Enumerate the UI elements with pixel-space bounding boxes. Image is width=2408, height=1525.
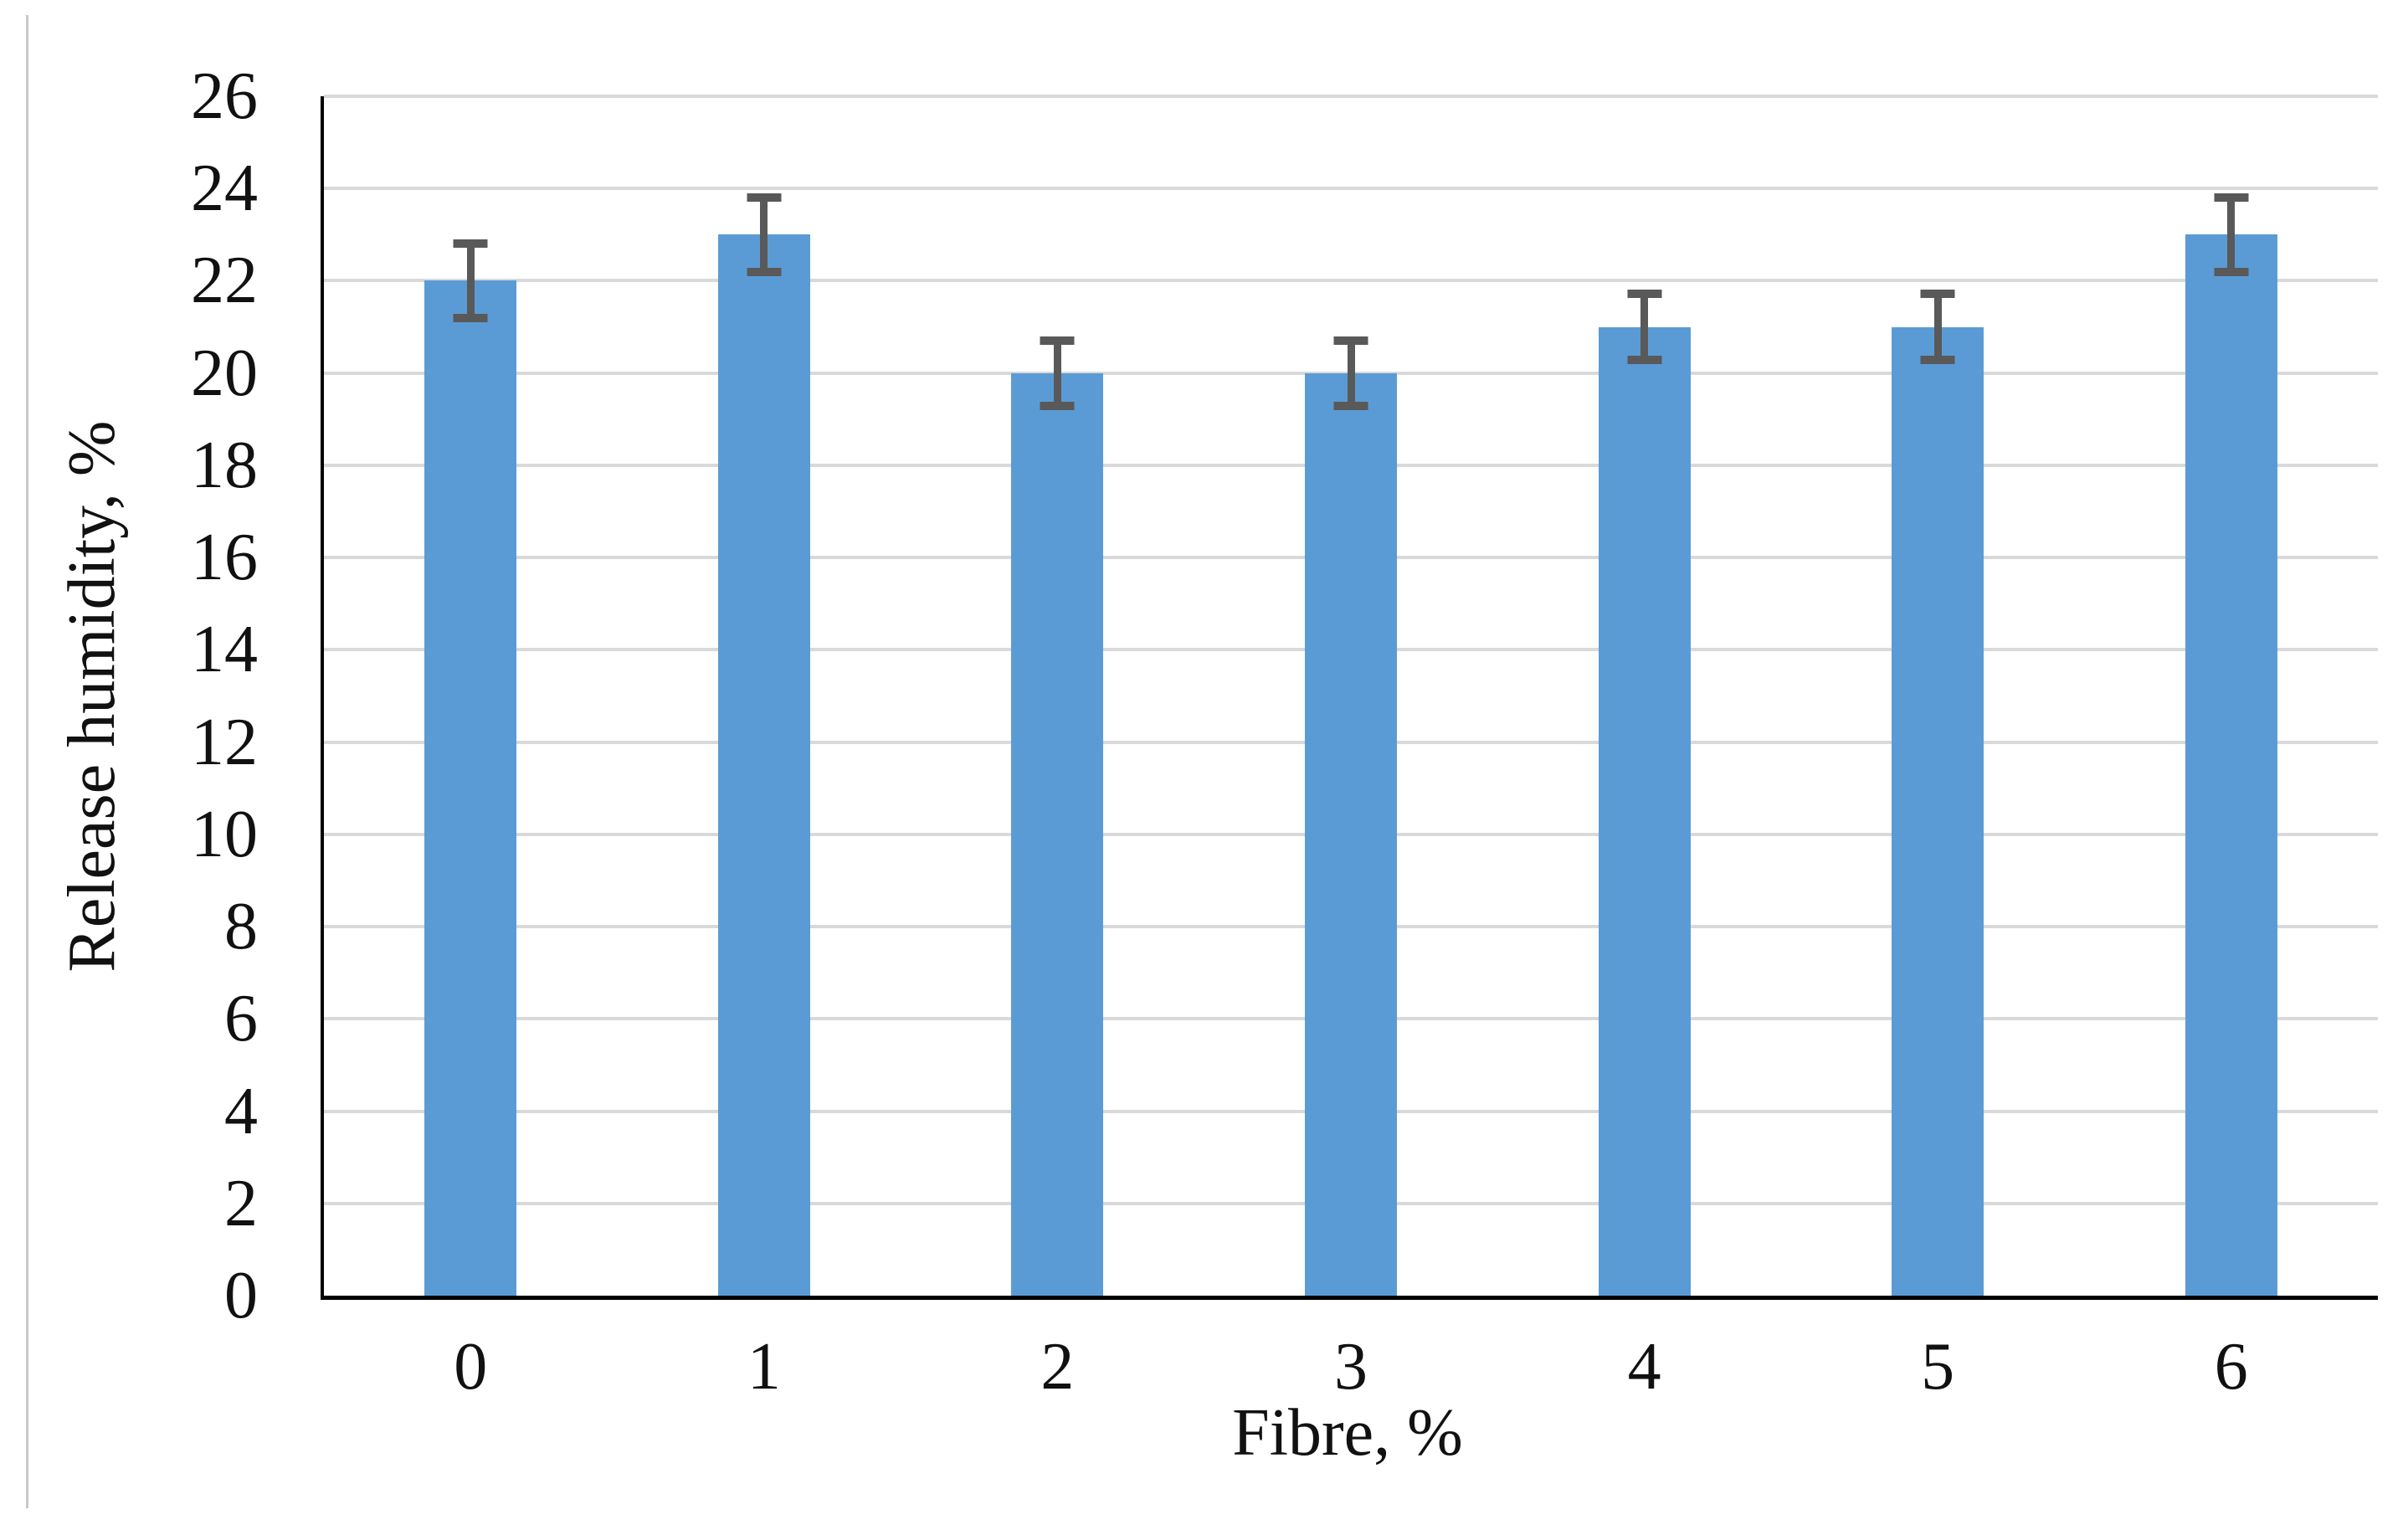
error-bar-cap-top — [747, 193, 782, 202]
error-bar-cap-top — [1333, 336, 1368, 345]
error-bar-line — [1640, 290, 1649, 364]
error-bar-fibre-6 — [2214, 193, 2249, 276]
error-bar-line — [1933, 290, 1942, 364]
error-bar-cap-bottom — [1040, 401, 1075, 410]
bar-fibre-4 — [1598, 326, 1691, 1296]
bar-fibre-6 — [2185, 234, 2277, 1296]
error-bar-cap-top — [1040, 336, 1075, 345]
gridline-y-22 — [324, 279, 2378, 283]
error-bar-fibre-5 — [1920, 290, 1955, 364]
x-axis-title: Fibre, % — [1232, 1396, 1463, 1470]
gridline-y-26 — [324, 95, 2378, 98]
error-bar-fibre-2 — [1040, 336, 1075, 410]
y-tick-label-20: 20 — [191, 336, 258, 410]
error-bar-fibre-1 — [747, 193, 782, 276]
error-bar-line — [1347, 336, 1355, 410]
figure-left-border — [26, 15, 28, 1508]
error-bar-cap-bottom — [747, 267, 782, 276]
y-tick-label-0: 0 — [224, 1259, 258, 1332]
x-tick-label-6: 6 — [2214, 1330, 2248, 1404]
y-tick-label-4: 4 — [224, 1074, 258, 1148]
x-tick-label-2: 2 — [1040, 1330, 1075, 1404]
y-tick-label-26: 26 — [191, 59, 258, 133]
y-tick-label-14: 14 — [191, 613, 258, 687]
error-bar-cap-top — [2214, 193, 2249, 202]
y-tick-label-22: 22 — [191, 244, 258, 318]
bar-fibre-3 — [1305, 372, 1397, 1296]
bar-fibre-5 — [1892, 326, 1984, 1296]
error-bar-fibre-4 — [1627, 290, 1662, 364]
x-tick-label-3: 3 — [1334, 1330, 1368, 1404]
x-tick-label-0: 0 — [454, 1330, 488, 1404]
y-tick-label-10: 10 — [191, 797, 258, 871]
error-bar-line — [2227, 193, 2236, 276]
error-bar-cap-bottom — [1920, 355, 1955, 364]
y-tick-label-16: 16 — [191, 521, 258, 595]
bar-fibre-1 — [717, 234, 810, 1296]
error-bar-cap-top — [1627, 290, 1662, 299]
x-tick-label-5: 5 — [1921, 1330, 1955, 1404]
x-tick-label-1: 1 — [747, 1330, 781, 1404]
plot-area: 0 2 4 6 8 10 12 14 16 18 20 22 24 26 0 1 2 3 4 5 6 — [191, 63, 2378, 1400]
y-axis-title: Release humidity, % — [55, 420, 129, 973]
error-bar-cap-bottom — [453, 314, 488, 323]
gridline-y-24 — [324, 187, 2378, 191]
error-bar-cap-bottom — [1333, 401, 1368, 410]
error-bar-line — [466, 239, 475, 323]
error-bar-cap-bottom — [1627, 355, 1662, 364]
y-tick-label-18: 18 — [191, 428, 258, 502]
x-tick-label-4: 4 — [1627, 1330, 1661, 1404]
error-bar-cap-bottom — [2214, 267, 2249, 276]
y-tick-label-8: 8 — [224, 890, 258, 964]
error-bar-line — [1053, 336, 1061, 410]
y-tick-label-12: 12 — [191, 705, 258, 779]
error-bar-fibre-3 — [1333, 336, 1368, 410]
error-bar-line — [760, 193, 768, 276]
error-bar-cap-top — [1920, 290, 1955, 299]
bar-fibre-2 — [1011, 372, 1104, 1296]
bar-fibre-0 — [424, 280, 517, 1296]
error-bar-fibre-0 — [453, 239, 488, 323]
y-tick-label-24: 24 — [191, 151, 258, 226]
y-tick-label-6: 6 — [224, 982, 258, 1056]
error-bar-cap-top — [453, 239, 488, 248]
y-tick-label-2: 2 — [224, 1166, 258, 1240]
